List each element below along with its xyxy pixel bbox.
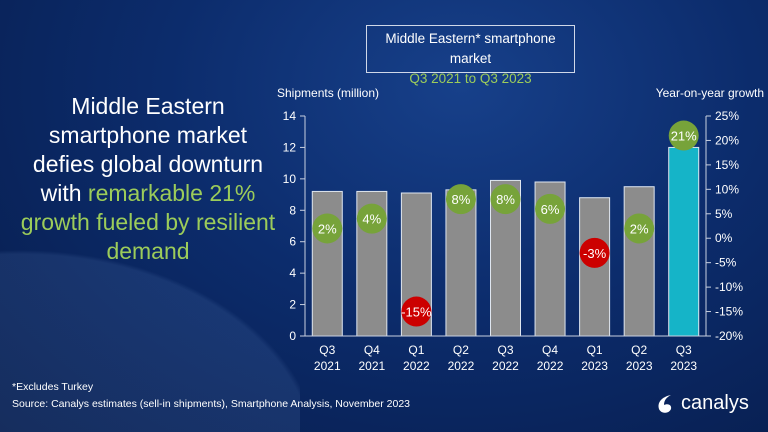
growth-marker xyxy=(535,193,566,224)
x-tick-label: 2023 xyxy=(581,359,608,373)
x-tick-label: Q3 xyxy=(676,343,692,357)
growth-label: -3% xyxy=(583,246,607,261)
x-tick-label: 2021 xyxy=(358,359,385,373)
x-tick-label: Q4 xyxy=(542,343,558,357)
x-tick-label: Q4 xyxy=(364,343,380,357)
x-tick-label: Q2 xyxy=(631,343,647,357)
y2-axis-title: Year-on-year growth xyxy=(656,86,764,100)
growth-label: 2% xyxy=(318,221,337,236)
y-tick-label: 4 xyxy=(289,266,296,280)
x-tick-label: 2022 xyxy=(403,359,430,373)
chart-subtitle: Q3 2021 to Q3 2023 xyxy=(409,71,532,86)
y2-tick-label: 20% xyxy=(715,133,739,147)
growth-label: 8% xyxy=(496,192,515,207)
x-tick-label: 2021 xyxy=(314,359,341,373)
bar xyxy=(668,146,700,337)
growth-marker xyxy=(356,203,387,234)
y-tick-label: 8 xyxy=(289,203,296,217)
y2-tick-label: 10% xyxy=(715,182,739,196)
growth-label: 21% xyxy=(671,129,697,144)
y2-tick-label: -10% xyxy=(715,280,743,294)
y2-tick-label: -5% xyxy=(715,256,737,270)
x-tick-label: Q1 xyxy=(408,343,424,357)
logo-text: canalys xyxy=(681,392,749,414)
canalys-logo: canalys xyxy=(655,392,749,415)
y2-tick-label: 15% xyxy=(715,158,739,172)
y-axis-title: Shipments (million) xyxy=(277,86,379,100)
chart-title-box: Middle Eastern* smartphone market Q3 202… xyxy=(366,25,575,86)
x-tick-label: Q3 xyxy=(319,343,335,357)
y-tick-label: 14 xyxy=(283,109,297,123)
y2-tick-label: -20% xyxy=(715,329,743,343)
y-tick-label: 2 xyxy=(289,298,296,312)
x-tick-label: Q1 xyxy=(587,343,603,357)
y2-tick-label: 5% xyxy=(715,207,733,221)
growth-label: 4% xyxy=(362,212,381,227)
y2-tick-label: 25% xyxy=(715,109,739,123)
chart-title: Middle Eastern* smartphone market xyxy=(385,31,556,66)
growth-label: 6% xyxy=(541,202,560,217)
x-tick-label: 2023 xyxy=(670,359,697,373)
x-tick-label: 2022 xyxy=(537,359,564,373)
y-tick-label: 12 xyxy=(283,140,297,154)
bar xyxy=(311,190,343,337)
x-tick-label: 2023 xyxy=(626,359,653,373)
logo-icon xyxy=(658,394,672,413)
bar xyxy=(445,189,477,337)
growth-marker xyxy=(445,184,476,215)
x-tick-label: 2022 xyxy=(448,359,475,373)
y2-tick-label: -15% xyxy=(715,305,743,319)
y-tick-label: 10 xyxy=(283,172,297,186)
growth-marker xyxy=(668,120,699,151)
y2-tick-label: 0% xyxy=(715,231,733,245)
bar xyxy=(623,186,655,337)
footnote: *Excludes Turkey xyxy=(12,381,94,393)
headline-text: Middle Eastern smartphone market defies … xyxy=(32,93,264,206)
growth-marker xyxy=(401,296,432,327)
growth-marker xyxy=(312,213,343,244)
x-tick-label: Q2 xyxy=(453,343,469,357)
background-swoosh xyxy=(0,250,300,432)
growth-label: 2% xyxy=(630,221,649,236)
growth-label: -15% xyxy=(401,305,432,320)
source-note: Source: Canalys estimates (sell-in shipm… xyxy=(12,398,411,410)
growth-marker xyxy=(490,184,521,215)
y-tick-label: 0 xyxy=(289,329,296,343)
x-tick-label: Q3 xyxy=(497,343,513,357)
growth-marker xyxy=(579,237,610,268)
x-tick-label: 2022 xyxy=(492,359,519,373)
growth-label: 8% xyxy=(452,192,471,207)
headline: Middle Eastern smartphone market defies … xyxy=(18,92,278,266)
growth-marker xyxy=(624,213,655,244)
y-tick-label: 6 xyxy=(289,235,296,249)
headline-highlight: remarkable 21% growth fueled by resilien… xyxy=(20,180,276,264)
